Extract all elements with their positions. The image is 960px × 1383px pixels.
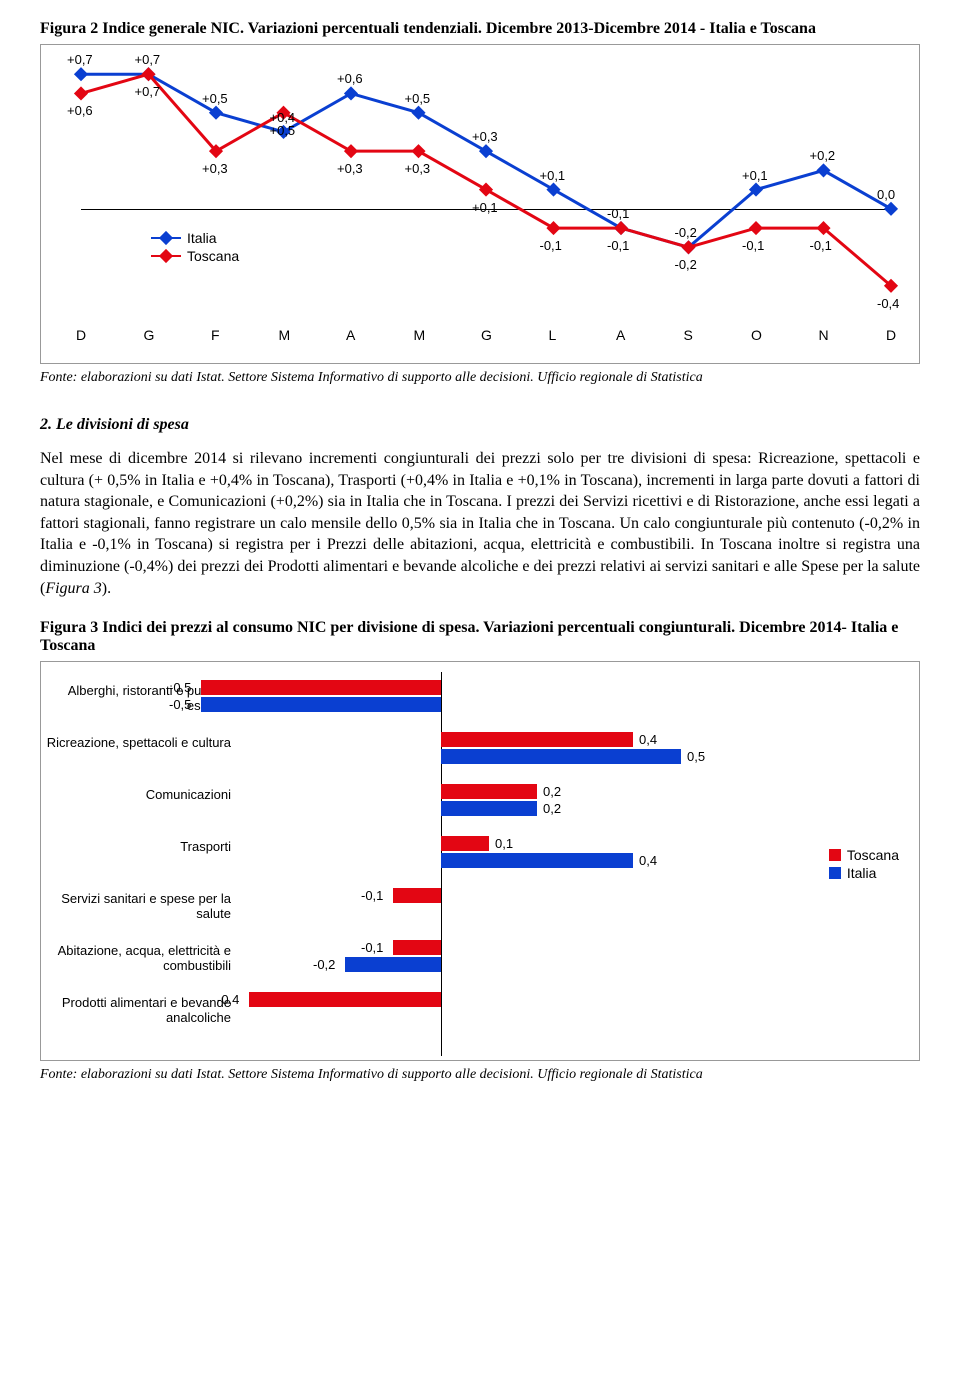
bar-toscana <box>441 732 633 747</box>
bar-toscana <box>249 992 441 1007</box>
legend2-italia-label: Italia <box>847 865 877 881</box>
figure3-legend: Toscana Italia <box>829 847 899 883</box>
figure3-chart: Toscana Italia Alberghi, ristoranti e pu… <box>40 661 920 1061</box>
figure2-title: Figura 2 Indice generale NIC. Variazioni… <box>40 20 920 38</box>
bar-italia <box>441 801 537 816</box>
section2-heading: 2. Le divisioni di spesa <box>40 416 920 434</box>
bar-italia <box>441 749 681 764</box>
legend2-toscana-label: Toscana <box>847 847 899 863</box>
bar-italia <box>201 697 441 712</box>
bar-toscana <box>441 836 489 851</box>
legend2-italia: Italia <box>829 865 899 881</box>
bar-toscana <box>393 888 441 903</box>
section2-body: Nel mese di dicembre 2014 si rilevano in… <box>40 448 920 599</box>
bar-toscana <box>393 940 441 955</box>
bar-italia <box>345 957 441 972</box>
legend2-toscana: Toscana <box>829 847 899 863</box>
bar-toscana <box>441 784 537 799</box>
figure2-footnote: Fonte: elaborazioni su dati Istat. Setto… <box>40 370 920 386</box>
figure3-footnote: Fonte: elaborazioni su dati Istat. Setto… <box>40 1067 920 1083</box>
figure3-title: Figura 3 Indici dei prezzi al consumo NI… <box>40 619 920 655</box>
figure2-chart: Italia Toscana +0,7+0,7+0,5+0,4+0,6+0,5+… <box>40 44 920 364</box>
bar-toscana <box>201 680 441 695</box>
bar-italia <box>441 853 633 868</box>
